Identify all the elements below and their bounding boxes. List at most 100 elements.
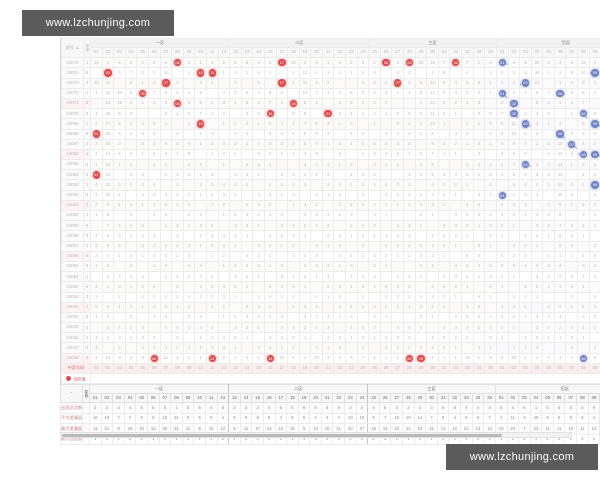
col-header-front-26[interactable]: 26 bbox=[378, 393, 392, 403]
strip-front-24[interactable]: 24 bbox=[356, 362, 370, 375]
table-row[interactable]: 24057 1 3 5 2 2 3 4 2 4 1 2 3 1 4 3 1 2 4 1 3 2 3 2 2 4 3 2 1 4 1 4 3 1 5 2… bbox=[61, 240, 600, 252]
strip-front-07[interactable]: 07 bbox=[159, 362, 173, 375]
strip-back-02[interactable]: 02 bbox=[507, 362, 521, 375]
period-cell[interactable]: 24058 bbox=[61, 230, 84, 242]
period-cell[interactable]: 24067 bbox=[61, 138, 84, 150]
col-header-front-17[interactable]: 17 bbox=[274, 393, 288, 403]
period-cell[interactable]: 24057 bbox=[61, 240, 84, 252]
col-header-front-01[interactable]: 01 bbox=[89, 393, 102, 403]
table-row[interactable]: 24073 3 10 21 6 1 2 07 3 3 1 3 5 17 1 11 3 2 4 5 4 27 2 6 14 5 4 3 5… bbox=[61, 77, 600, 89]
scrollbar-thumb[interactable] bbox=[62, 434, 502, 437]
col-header-back-01[interactable]: 01 bbox=[494, 393, 508, 403]
strip-front-18[interactable]: 18 bbox=[287, 362, 300, 375]
col-header-back-01[interactable]: 01 bbox=[495, 46, 509, 59]
strip-front-28[interactable]: 28 bbox=[403, 362, 416, 375]
strip-front-08[interactable]: 08 bbox=[171, 362, 184, 375]
table-row[interactable]: 24053 6 4 1 3 1 3 4 3 2 3 4 2 1 4 2 3 1 2 4 1 3 1 4 3 3 4 3 2 1 2 1 4 2 1 1… bbox=[61, 281, 600, 293]
period-cell[interactable]: 24071 bbox=[61, 97, 84, 110]
col-header-back-08[interactable]: 08 bbox=[576, 393, 589, 403]
col-header-front-30[interactable]: 30 bbox=[426, 46, 439, 59]
col-header-front-22[interactable]: 22 bbox=[333, 46, 347, 59]
col-header-front-28[interactable]: 28 bbox=[402, 393, 415, 403]
strip-front-17[interactable]: 17 bbox=[275, 362, 289, 375]
table-row[interactable]: 24066 1 2 14 2 4 1 2 3 1 3 1 2 1 3 2 1 1 4 3 2 1 4 2 2 1 3 7 1 1 3 3 8 3 4… bbox=[61, 148, 600, 161]
strip-front-30[interactable]: 30 bbox=[426, 362, 439, 375]
col-header-front-15[interactable]: 15 bbox=[251, 393, 264, 403]
strip-front-04[interactable]: 04 bbox=[124, 362, 138, 375]
col-header-front-21[interactable]: 21 bbox=[320, 393, 334, 403]
col-header-front-10[interactable]: 10 bbox=[194, 46, 207, 59]
period-cell[interactable]: 24061 bbox=[61, 199, 84, 212]
col-header-front-01[interactable]: 01 bbox=[90, 46, 103, 59]
strip-back-03[interactable]: 03 bbox=[519, 362, 532, 375]
table-row[interactable]: 24062 6 3 10 2 2 3 4 2 4 1 2 3 1 4 3 1 2 4 1 3 2 3 2 2 4 3 2 1 4 1 01 4 3… bbox=[61, 189, 600, 201]
strip-front-15[interactable]: 15 bbox=[252, 362, 265, 375]
col-header-front-14[interactable]: 14 bbox=[240, 46, 254, 59]
col-header-back-05[interactable]: 05 bbox=[541, 393, 554, 403]
period-header-sort[interactable]: 期号 ▲ bbox=[61, 37, 84, 59]
strip-front-21[interactable]: 21 bbox=[321, 362, 335, 375]
strip-front-11[interactable]: 11 bbox=[205, 362, 219, 375]
col-header-front-35[interactable]: 35 bbox=[483, 393, 496, 403]
strip-front-20[interactable]: 20 bbox=[310, 362, 323, 375]
period-cell[interactable]: 24049 bbox=[61, 322, 84, 334]
col-header-front-22[interactable]: 22 bbox=[332, 393, 346, 403]
strip-front-13[interactable]: 13 bbox=[229, 362, 242, 375]
strip-front-05[interactable]: 05 bbox=[136, 362, 149, 375]
col-header-front-20[interactable]: 20 bbox=[309, 393, 322, 403]
col-header-front-33[interactable]: 33 bbox=[461, 46, 474, 59]
col-header-front-07[interactable]: 07 bbox=[158, 393, 172, 403]
period-cell[interactable]: 24050 bbox=[61, 311, 84, 324]
table-row[interactable]: 24068 6 01 16 4 1 3 4 3 2 3 3 2 4 3 3 6 5 2 2 3 4 4 3 1 9 3 3 2 5 10 5 2… bbox=[61, 128, 600, 140]
col-header-front-29[interactable]: 29 bbox=[414, 46, 428, 59]
strip-front-19[interactable]: 19 bbox=[298, 362, 312, 375]
period-cell[interactable]: 24054 bbox=[61, 271, 84, 283]
col-header-front-25[interactable]: 25 bbox=[368, 46, 381, 59]
col-header-front-23[interactable]: 23 bbox=[344, 393, 357, 403]
table-row[interactable]: 24064 3 01 12 2 4 1 4 1 3 4 3 2 1 3 4 2 1 3 2 4 2 4 1 5 4 3 2 1 3 1 6 5 3… bbox=[61, 169, 600, 181]
col-header-front-23[interactable]: 23 bbox=[345, 46, 358, 59]
table-row[interactable]: 24058 3 4 6 3 1 3 4 3 2 3 4 2 1 4 2 3 1 2 4 1 3 1 4 3 3 4 3 2 1 2 1 4 2 1 6… bbox=[61, 230, 600, 242]
col-header-front-02[interactable]: 02 bbox=[100, 393, 114, 403]
strip-front-09[interactable]: 09 bbox=[182, 362, 196, 375]
table-row[interactable]: 24055 3 1 3 3 1 2 2 4 1 4 3 2 1 4 3 2 4 1 3 3 1 2 1 4 3 2 4 3 2 1 4 3 3 3 2… bbox=[61, 260, 600, 273]
col-header-back-07[interactable]: 07 bbox=[565, 46, 579, 59]
col-header-front-03[interactable]: 03 bbox=[113, 46, 126, 59]
col-header-front-10[interactable]: 10 bbox=[193, 393, 206, 403]
table-row[interactable]: 2405233223424123143124132322432141431242… bbox=[61, 291, 600, 303]
table-row[interactable]: 24065 6 1 13 1 3 1 2 2 4 1 3 2 1 3 2 4 1 3 3 1 1 2 6 3 2 4 2 7 03 4 3 13… bbox=[61, 159, 600, 171]
strip-front-31[interactable]: 31 bbox=[437, 362, 451, 375]
col-header-front-18[interactable]: 18 bbox=[287, 46, 300, 59]
col-header-front-11[interactable]: 11 bbox=[204, 393, 218, 403]
period-cell[interactable]: 24056 bbox=[61, 250, 84, 262]
table-row[interactable]: 24049 3 2 4 2 4 1 4 1 3 4 3 2 1 3 4 2 1 3 2 4 2 4 4 1 4 3 2 1 3 2 1 3 2 2 4… bbox=[61, 322, 600, 334]
period-cell[interactable]: 24055 bbox=[61, 260, 84, 273]
strip-front-25[interactable]: 25 bbox=[368, 362, 381, 375]
period-cell[interactable]: 24047 bbox=[61, 342, 84, 354]
col-header-back-04[interactable]: 04 bbox=[529, 393, 543, 403]
col-header-front-15[interactable]: 15 bbox=[252, 46, 265, 59]
period-cell[interactable]: 24059 bbox=[61, 220, 84, 232]
table-row[interactable]: 24075 1 14 1 4 3 2 5 4 08 2 1 4 2 9 6 4 3 17 10 3 5 1 4 2 6 1 26 3 28… bbox=[61, 57, 600, 69]
table-row[interactable]: 24056 6 2 4 1 4 1 2 3 1 3 1 2 4 3 2 1 4 3 2 4 1 4 2 1 1 3 2 1 4 3 4 3 2 4 4… bbox=[61, 250, 600, 262]
table-row[interactable]: 24048 1 4 1 3 1 3 4 3 2 3 4 2 1 4 2 3 1 2 4 1 3 1 4 3 3 4 3 2 1 2 1 4 2 1 1… bbox=[61, 332, 600, 344]
col-header-front-09[interactable]: 09 bbox=[181, 393, 195, 403]
col-header-front-27[interactable]: 27 bbox=[390, 393, 404, 403]
period-cell[interactable]: 24053 bbox=[61, 281, 84, 293]
period-cell[interactable]: 24063 bbox=[61, 179, 84, 191]
period-cell[interactable]: 24070 bbox=[61, 108, 84, 120]
period-cell[interactable]: 24048 bbox=[61, 332, 84, 344]
strip-front-14[interactable]: 14 bbox=[240, 362, 254, 375]
col-header-front-20[interactable]: 20 bbox=[310, 46, 323, 59]
col-header-front-33[interactable]: 33 bbox=[460, 393, 473, 403]
table-row[interactable]: 24046 3 3 13 3 3 8 06 11 1 1 1 11 2 1 2 1 16 10 3 1 20 2 4 6 7 1 1 1… bbox=[61, 352, 600, 364]
period-cell[interactable]: 24068 bbox=[61, 128, 84, 140]
col-header-front-06[interactable]: 06 bbox=[146, 393, 160, 403]
table-row[interactable]: 24074 6 02 3 7 2 3 9 1 10 11 1 4 1 6 1 2 12 4 3 1 1 5 6 5 3 4 6 4 3 2 3… bbox=[61, 67, 600, 79]
period-cell[interactable]: 24065 bbox=[61, 159, 84, 171]
col-header-front-26[interactable]: 26 bbox=[379, 46, 393, 59]
col-header-front-34[interactable]: 34 bbox=[471, 393, 485, 403]
period-cell[interactable]: 24062 bbox=[61, 189, 84, 201]
col-header-front-04[interactable]: 04 bbox=[123, 393, 137, 403]
strip-front-27[interactable]: 27 bbox=[391, 362, 405, 375]
